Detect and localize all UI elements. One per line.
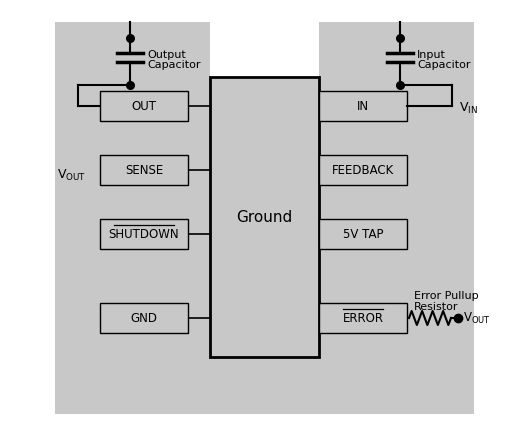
Text: ERROR: ERROR (342, 311, 384, 324)
Bar (319, 91, 407, 121)
Text: Output: Output (147, 50, 186, 60)
Bar (319, 303, 407, 333)
Text: SHUTDOWN: SHUTDOWN (108, 228, 179, 241)
Bar (210, 22, 319, 77)
Bar (100, 91, 188, 121)
Bar (100, 219, 188, 249)
Text: Resistor: Resistor (414, 302, 459, 312)
Bar (474, 0, 529, 436)
Text: IN: IN (357, 99, 369, 112)
Text: GND: GND (131, 311, 158, 324)
Text: Error Pullup: Error Pullup (414, 291, 479, 301)
Text: Capacitor: Capacitor (417, 60, 470, 70)
Bar (319, 219, 407, 249)
Text: $\mathregular{V_{OUT}}$: $\mathregular{V_{OUT}}$ (463, 310, 490, 326)
Text: SENSE: SENSE (125, 164, 163, 177)
Bar (0, 0, 529, 22)
Bar (319, 155, 407, 185)
Bar (100, 303, 188, 333)
Text: OUT: OUT (132, 99, 157, 112)
Bar (210, 77, 319, 357)
Text: 5V TAP: 5V TAP (343, 228, 383, 241)
Text: Input: Input (417, 50, 446, 60)
Bar (0, 0, 55, 436)
Bar (100, 155, 188, 185)
Bar (0, 414, 529, 436)
Text: $\mathregular{V_{IN}}$: $\mathregular{V_{IN}}$ (459, 100, 478, 116)
Text: $\mathregular{V_{OUT}}$: $\mathregular{V_{OUT}}$ (57, 167, 86, 183)
Text: Capacitor: Capacitor (147, 60, 200, 70)
Text: FEEDBACK: FEEDBACK (332, 164, 394, 177)
Text: Ground: Ground (236, 210, 293, 225)
